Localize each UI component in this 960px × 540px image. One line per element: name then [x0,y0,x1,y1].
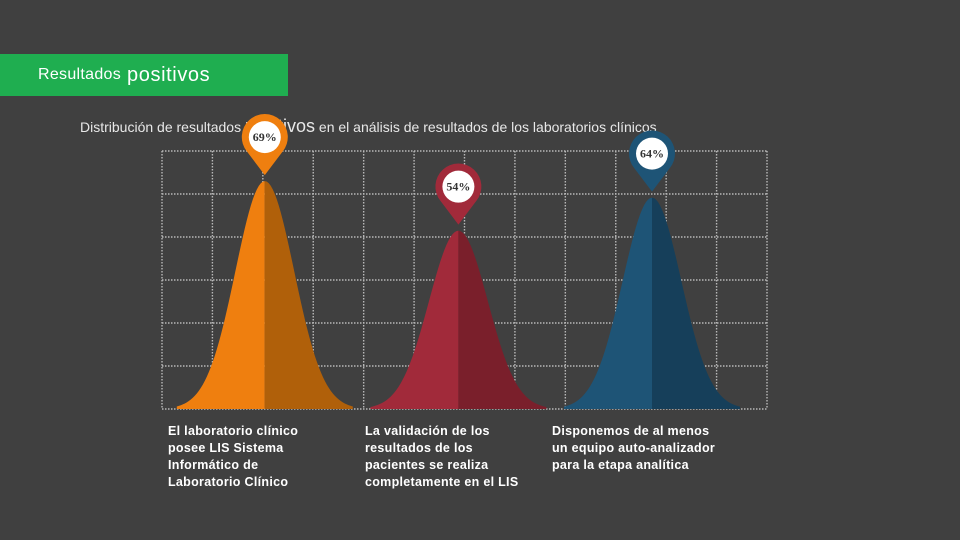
bell-right-2 [458,230,547,409]
pin-inner-3 [636,137,668,170]
data-label-2: 54% [446,180,470,194]
data-label-3: 64% [640,147,664,161]
title-band: Resultados positivos [0,54,288,96]
chart-bells [176,181,740,409]
description-1: El laboratorio clínico posee LIS Sistema… [168,424,299,489]
title-text-part2: positivos [127,63,211,86]
subtitle-part1: Distribución de resultados [80,119,242,135]
subtitle-part3: en el análisis de resultados de los labo… [318,119,657,135]
bell-left-2 [370,230,459,409]
description-3: Disponemos de al menos un equipo auto-an… [552,424,716,472]
pin-inner-1 [248,121,281,154]
description-2: La validación de los resultados de los p… [365,424,519,489]
bell-left-1 [176,181,265,409]
bell-right-1 [264,181,353,409]
bell-left-3 [564,197,652,409]
title-text-part1: Resultados [38,66,122,83]
bell-right-3 [652,197,740,409]
chart-pins: 69% 54% 64% [241,114,676,225]
data-label-1: 69% [253,130,277,144]
pin-inner-2 [442,170,475,203]
